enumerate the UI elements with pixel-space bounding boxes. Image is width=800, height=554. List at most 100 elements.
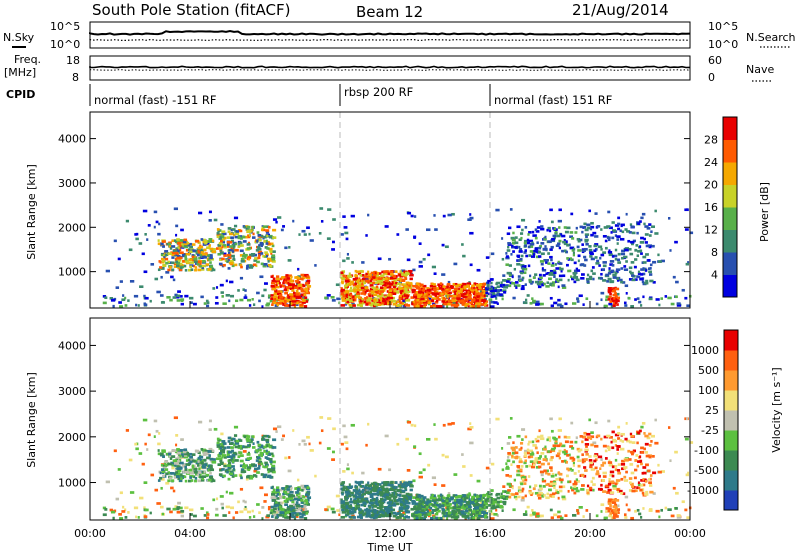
velocity-cell bbox=[463, 496, 469, 500]
power-cell bbox=[399, 279, 403, 282]
power-cell bbox=[480, 303, 484, 306]
velocity-cell bbox=[251, 509, 254, 513]
velocity-cell bbox=[399, 513, 403, 516]
power-cell bbox=[623, 255, 628, 259]
velocity-cell bbox=[373, 515, 379, 518]
velocity-cell bbox=[213, 427, 218, 431]
power-cell bbox=[271, 256, 276, 259]
velocity-cell bbox=[201, 475, 207, 479]
power-cell bbox=[425, 228, 431, 232]
power-cell bbox=[534, 236, 538, 240]
power-cell bbox=[170, 261, 175, 265]
power-cell bbox=[292, 291, 295, 295]
power-cell bbox=[345, 277, 348, 280]
velocity-cell bbox=[154, 488, 159, 492]
power-cell bbox=[504, 285, 509, 289]
power-cell bbox=[619, 229, 622, 233]
velocity-cell bbox=[326, 447, 331, 450]
power-cell bbox=[347, 295, 352, 298]
power-cell bbox=[290, 300, 293, 303]
velocity-cell bbox=[291, 511, 297, 515]
power-cell bbox=[215, 286, 219, 289]
velocity-cell bbox=[368, 484, 372, 488]
power-cell bbox=[561, 234, 566, 238]
power-cell bbox=[330, 295, 335, 299]
velocity-cell bbox=[341, 492, 344, 496]
velocity-cell bbox=[384, 492, 387, 496]
power-cell bbox=[348, 279, 351, 282]
power-cell bbox=[413, 293, 417, 297]
power-cell bbox=[476, 295, 479, 298]
power-cell bbox=[637, 222, 641, 225]
velocity-cell bbox=[228, 459, 233, 462]
velocity-cell bbox=[176, 510, 181, 514]
power-cell bbox=[376, 272, 380, 275]
power-cell bbox=[298, 300, 302, 304]
velocity-cell bbox=[270, 462, 273, 466]
power-cell bbox=[366, 300, 371, 304]
velocity-cell bbox=[378, 504, 382, 507]
velocity-cell bbox=[247, 468, 251, 472]
velocity-cell bbox=[278, 493, 281, 496]
power-cell bbox=[539, 302, 544, 306]
velocity-cell bbox=[273, 504, 277, 508]
velocity-cell bbox=[563, 452, 568, 456]
velocity-cell bbox=[265, 438, 270, 442]
power-cell bbox=[258, 238, 262, 242]
power-cell bbox=[658, 303, 661, 307]
power-cell bbox=[237, 236, 242, 240]
power-cell bbox=[278, 302, 283, 305]
power-cell bbox=[288, 246, 291, 249]
power-cell bbox=[172, 296, 177, 299]
power-cell bbox=[245, 267, 249, 270]
power-cell bbox=[257, 247, 262, 251]
velocity-cell bbox=[219, 461, 224, 465]
velocity-cell bbox=[435, 516, 439, 520]
power-cell bbox=[297, 275, 301, 278]
power-cell bbox=[517, 275, 521, 278]
power-cell bbox=[172, 249, 178, 253]
power-cell bbox=[558, 208, 562, 212]
power-cell bbox=[159, 260, 162, 264]
velocity-cell bbox=[358, 514, 363, 518]
power-cell bbox=[408, 282, 413, 285]
velocity-cell bbox=[263, 493, 268, 497]
power-cell bbox=[352, 283, 356, 287]
power-cell bbox=[395, 281, 399, 285]
power-cell bbox=[300, 273, 305, 277]
velocity-cell bbox=[441, 515, 445, 519]
power-cell bbox=[226, 236, 231, 239]
power-cell bbox=[396, 233, 400, 236]
power-cell bbox=[552, 271, 557, 275]
power-cell bbox=[358, 277, 361, 281]
power-cell bbox=[551, 281, 556, 284]
velocity-cell bbox=[550, 516, 554, 520]
velocity-cell bbox=[364, 497, 369, 501]
power-cell bbox=[404, 271, 409, 275]
velocity-cell bbox=[247, 451, 251, 455]
power-cell bbox=[289, 287, 294, 290]
velocity-cell bbox=[382, 488, 386, 492]
power-cell bbox=[191, 243, 196, 246]
velocity-cell bbox=[344, 495, 347, 499]
velocity-cell bbox=[187, 458, 192, 462]
power-cell bbox=[438, 294, 442, 297]
power-cell bbox=[523, 301, 528, 305]
power-cell bbox=[581, 249, 586, 253]
power-cell bbox=[371, 299, 374, 302]
power-cell bbox=[258, 254, 261, 257]
velocity-cell bbox=[418, 510, 422, 514]
power-cell bbox=[398, 281, 402, 284]
power-cell bbox=[615, 303, 619, 306]
velocity-cell bbox=[410, 423, 414, 427]
velocity-cell bbox=[349, 500, 354, 504]
power-cell bbox=[676, 304, 682, 307]
power-cell bbox=[360, 282, 364, 286]
power-cell bbox=[557, 298, 561, 302]
velocity-cell bbox=[358, 488, 361, 492]
power-cell bbox=[600, 272, 603, 276]
velocity-cell bbox=[490, 462, 495, 466]
power-cell bbox=[615, 300, 619, 303]
power-cell bbox=[187, 248, 192, 252]
velocity-cell bbox=[441, 511, 446, 515]
